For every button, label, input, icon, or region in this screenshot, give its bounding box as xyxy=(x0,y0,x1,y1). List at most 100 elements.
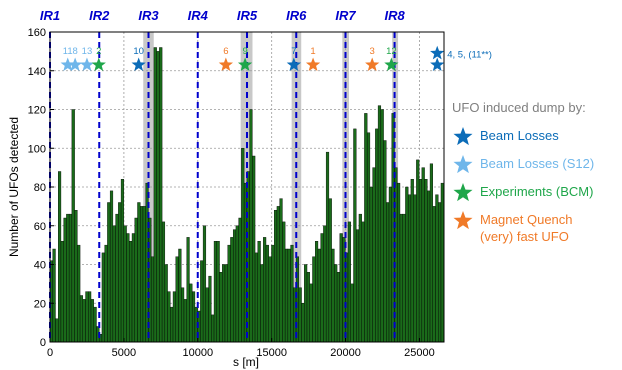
histogram-bar xyxy=(353,128,357,343)
histogram-bar xyxy=(317,248,321,343)
y-tick-label-6: 120 xyxy=(28,105,46,117)
histogram-bar xyxy=(107,202,111,343)
histogram-bar xyxy=(137,202,141,343)
histogram-bar xyxy=(399,213,403,343)
histogram-bar xyxy=(164,264,168,343)
ir-label-ir4: IR4 xyxy=(188,8,209,23)
histogram-bar xyxy=(301,303,305,343)
histogram-bar xyxy=(336,272,341,343)
y-tick-label-1: 20 xyxy=(34,298,46,310)
dump-star-7 xyxy=(286,57,301,72)
histogram-bar xyxy=(85,291,89,343)
legend-entry: Beam Losses xyxy=(452,127,622,147)
dump-label-9: 3 xyxy=(370,46,375,57)
histogram-bar xyxy=(397,182,401,343)
histogram-bar xyxy=(416,159,420,343)
histogram-bar xyxy=(413,194,417,343)
histogram-bar xyxy=(304,264,308,343)
histogram-bar xyxy=(377,105,382,343)
y-tick-label-3: 60 xyxy=(34,221,46,233)
ir-label-ir6: IR6 xyxy=(286,8,307,23)
legend-label: Beam Losses (S12) xyxy=(480,156,595,171)
y-axis-label: Number of UFOs detected xyxy=(7,117,21,257)
dump-star-1 xyxy=(67,57,83,72)
histogram-bar xyxy=(386,202,390,343)
histogram-bar xyxy=(120,179,125,343)
histogram-bar xyxy=(402,213,406,343)
histogram-bar xyxy=(126,233,130,343)
histogram-bar xyxy=(309,283,313,343)
histogram-bar xyxy=(263,237,267,343)
histogram-bar xyxy=(181,287,185,343)
dump-label-2: 13 xyxy=(82,46,93,57)
histogram-bar xyxy=(79,295,84,343)
histogram-bar xyxy=(140,206,144,343)
histogram-bar xyxy=(427,190,431,343)
histogram-bar xyxy=(290,244,294,343)
histogram-bar xyxy=(350,283,354,343)
y-tick-label-0: 0 xyxy=(40,337,46,349)
ir-label-ir8: IR8 xyxy=(384,8,405,23)
histogram-bar xyxy=(331,248,335,343)
histogram-bar xyxy=(265,244,269,343)
histogram-bar xyxy=(63,217,67,343)
histogram-bar xyxy=(380,109,384,343)
histogram-bar xyxy=(186,237,190,343)
dump-star-10 xyxy=(384,57,399,72)
histogram-bar xyxy=(90,299,94,343)
histogram-bar xyxy=(306,272,310,343)
histogram-bars xyxy=(49,47,444,343)
histogram-bar xyxy=(178,248,182,343)
histogram-bar xyxy=(295,256,300,343)
histogram-bar xyxy=(131,233,135,343)
ir-label-ir3: IR3 xyxy=(138,8,159,23)
histogram-bar xyxy=(66,213,70,343)
histogram-bar xyxy=(52,248,56,343)
histogram-bar xyxy=(347,221,351,343)
y-tick-label-4: 80 xyxy=(34,182,46,194)
dump-star-11 xyxy=(430,45,445,60)
histogram-bar xyxy=(358,213,362,343)
dump-star-0 xyxy=(60,57,75,72)
histogram-bar xyxy=(104,244,108,343)
histogram-bar xyxy=(175,256,179,343)
histogram-bar xyxy=(271,244,275,343)
histogram-bar xyxy=(315,241,319,343)
dump-label-3: 2 xyxy=(96,46,101,57)
histogram-bar xyxy=(123,225,127,343)
legend: UFO induced dump by: Beam Losses Beam Los… xyxy=(452,100,622,253)
histogram-bar xyxy=(328,198,332,343)
histogram-bar xyxy=(432,206,436,343)
histogram-bar xyxy=(213,241,217,343)
ir-label-ir5: IR5 xyxy=(237,8,258,23)
histogram-bar xyxy=(74,210,78,343)
x-tick-label-5: 25000 xyxy=(404,347,435,359)
histogram-bar xyxy=(115,213,119,343)
dump-star-4 xyxy=(131,57,146,72)
histogram-bar xyxy=(424,179,428,343)
y-tick-label-5: 100 xyxy=(28,143,46,155)
dump-star-9 xyxy=(365,57,380,72)
histogram-bar xyxy=(183,299,187,343)
x-axis-ticks: 0 5000 10000 15000 20000 25000 xyxy=(47,338,435,359)
histogram-bar xyxy=(205,287,209,343)
histogram-bar xyxy=(369,186,373,343)
legend-label: Beam Losses xyxy=(480,128,559,143)
histogram-bar xyxy=(189,283,193,343)
x-axis-label: s [m] xyxy=(233,355,259,369)
histogram-bar xyxy=(429,163,433,343)
dump-star-3 xyxy=(91,57,106,72)
histogram-bar xyxy=(224,264,228,343)
y-tick-label-2: 40 xyxy=(34,260,46,272)
histogram-bar xyxy=(211,314,215,343)
histogram-bar xyxy=(410,179,414,343)
histogram-bar xyxy=(159,47,163,343)
legend-star-icon xyxy=(453,127,473,146)
histogram-bar xyxy=(276,206,280,343)
dump-stars: 11 8 13 2 10 6 9 7 1 3 12 4, 5, (11**) xyxy=(60,45,492,72)
histogram-bar xyxy=(129,241,133,343)
histogram-bar xyxy=(60,241,64,343)
histogram-bar xyxy=(388,186,392,343)
ir-label-ir7: IR7 xyxy=(335,8,356,23)
